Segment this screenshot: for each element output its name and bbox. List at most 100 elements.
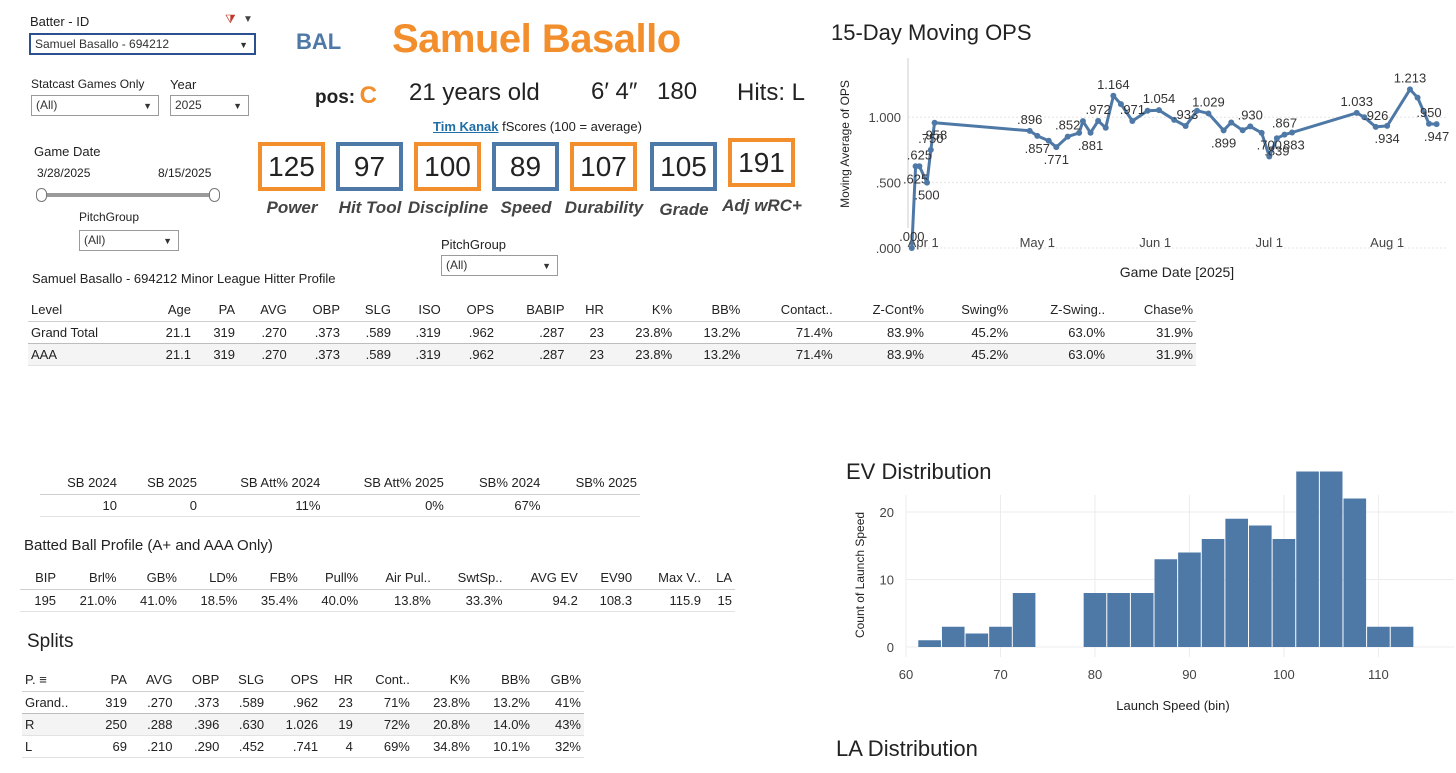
ops-point[interactable] bbox=[1102, 124, 1109, 131]
ops-point[interactable] bbox=[1045, 137, 1052, 144]
column-header[interactable]: EV90 bbox=[580, 567, 636, 590]
ops-point[interactable] bbox=[1220, 127, 1227, 134]
column-header[interactable]: OBP bbox=[175, 669, 223, 692]
column-header[interactable]: SB% 2025 bbox=[543, 472, 640, 495]
column-header[interactable]: AVG bbox=[238, 299, 290, 322]
ops-point[interactable] bbox=[1087, 129, 1094, 136]
ev-bar[interactable] bbox=[989, 626, 1012, 647]
column-header[interactable]: Z-Cont% bbox=[835, 299, 927, 322]
column-header[interactable]: Z-Swing.. bbox=[1011, 299, 1109, 322]
sort-icon[interactable]: ≡ bbox=[35, 672, 47, 688]
ops-point[interactable] bbox=[1205, 110, 1212, 117]
ops-point[interactable] bbox=[1182, 122, 1189, 129]
column-header[interactable]: SB 2024 bbox=[40, 472, 120, 495]
column-header[interactable]: P. ≡ bbox=[22, 669, 92, 692]
column-header[interactable]: OPS bbox=[443, 299, 498, 322]
column-header[interactable]: SLG bbox=[343, 299, 394, 322]
ev-bar[interactable] bbox=[1272, 539, 1296, 647]
column-header[interactable]: LA bbox=[704, 567, 735, 590]
ev-bar[interactable] bbox=[1296, 471, 1319, 648]
column-header[interactable]: BABIP bbox=[497, 299, 568, 322]
ops-point[interactable] bbox=[1034, 132, 1041, 139]
ops-point[interactable] bbox=[1079, 118, 1086, 125]
ops-point[interactable] bbox=[1361, 114, 1368, 121]
ops-point[interactable] bbox=[1266, 153, 1273, 160]
ev-bar[interactable] bbox=[1012, 593, 1036, 647]
ops-point[interactable] bbox=[1095, 117, 1102, 124]
ev-bar[interactable] bbox=[1178, 552, 1201, 648]
pitchgroup2-select[interactable]: (All) ▼ bbox=[441, 255, 558, 276]
ev-bar[interactable] bbox=[1319, 471, 1343, 648]
ops-point[interactable] bbox=[1273, 135, 1280, 142]
ops-point[interactable] bbox=[1117, 101, 1124, 108]
ops-point[interactable] bbox=[931, 119, 938, 126]
column-header[interactable]: ISO bbox=[393, 299, 444, 322]
column-header[interactable]: BIP bbox=[20, 567, 60, 590]
ops-point[interactable] bbox=[1247, 123, 1254, 130]
column-header[interactable]: Air Pul.. bbox=[361, 567, 434, 590]
ops-point[interactable] bbox=[1076, 129, 1083, 136]
column-header[interactable]: AVG EV bbox=[505, 567, 581, 590]
column-header[interactable]: SB Att% 2025 bbox=[323, 472, 447, 495]
ev-bar[interactable] bbox=[1225, 518, 1248, 647]
ops-point[interactable] bbox=[1064, 133, 1071, 140]
column-header[interactable]: Swing% bbox=[926, 299, 1012, 322]
column-header[interactable]: SwtSp.. bbox=[433, 567, 506, 590]
ev-bar[interactable] bbox=[1107, 593, 1130, 647]
column-header[interactable]: AVG bbox=[129, 669, 176, 692]
column-header[interactable]: K% bbox=[412, 669, 473, 692]
column-header[interactable]: BB% bbox=[675, 299, 744, 322]
ops-point[interactable] bbox=[927, 146, 934, 153]
column-header[interactable]: FB% bbox=[240, 567, 301, 590]
ops-point[interactable] bbox=[1129, 118, 1136, 125]
ops-point[interactable] bbox=[916, 163, 923, 170]
ev-bar[interactable] bbox=[1130, 593, 1154, 647]
ops-point[interactable] bbox=[1425, 120, 1432, 127]
column-header[interactable]: SLG bbox=[222, 669, 268, 692]
column-header[interactable]: SB% 2024 bbox=[446, 472, 544, 495]
author-link[interactable]: Tim Kanak bbox=[433, 119, 499, 134]
column-header[interactable]: HR bbox=[567, 299, 607, 322]
column-header[interactable]: GB% bbox=[119, 567, 180, 590]
ops-point[interactable] bbox=[1289, 129, 1296, 136]
column-header[interactable]: PA bbox=[193, 299, 239, 322]
column-header[interactable]: Age bbox=[144, 299, 194, 322]
column-header[interactable]: Cont.. bbox=[355, 669, 413, 692]
column-header[interactable]: Pull% bbox=[300, 567, 362, 590]
ev-bar[interactable] bbox=[1249, 525, 1272, 648]
column-header[interactable]: SB 2025 bbox=[119, 472, 200, 495]
ev-bar[interactable] bbox=[1154, 559, 1178, 647]
column-header[interactable]: Chase% bbox=[1108, 299, 1196, 322]
ops-point[interactable] bbox=[1414, 94, 1421, 101]
ops-point[interactable] bbox=[1281, 131, 1288, 138]
pitchgroup-select[interactable]: (All) ▼ bbox=[79, 230, 179, 251]
ops-point[interactable] bbox=[908, 245, 915, 251]
ops-point[interactable] bbox=[1406, 86, 1413, 93]
ops-point[interactable] bbox=[1026, 127, 1033, 134]
clear-filter-icon[interactable]: ⧩ bbox=[225, 12, 236, 26]
ops-point[interactable] bbox=[1384, 122, 1391, 129]
column-header[interactable]: SB Att% 2024 bbox=[199, 472, 324, 495]
column-header[interactable]: Brl% bbox=[59, 567, 120, 590]
ev-bar[interactable] bbox=[1390, 626, 1414, 647]
column-header[interactable]: PA bbox=[91, 669, 130, 692]
ops-point[interactable] bbox=[1053, 144, 1060, 151]
ops-point[interactable] bbox=[1353, 109, 1360, 116]
column-header[interactable]: OBP bbox=[289, 299, 343, 322]
ev-bar[interactable] bbox=[1343, 498, 1367, 648]
ops-point[interactable] bbox=[1194, 107, 1201, 114]
column-header[interactable]: Level bbox=[28, 299, 145, 322]
ev-bar[interactable] bbox=[1083, 593, 1107, 647]
statcast-select[interactable]: (All) ▼ bbox=[31, 95, 159, 116]
column-header[interactable]: Contact.. bbox=[743, 299, 836, 322]
filter-menu-icon[interactable]: ▼ bbox=[243, 14, 253, 25]
date-slider-end-handle[interactable] bbox=[209, 188, 220, 202]
ops-point[interactable] bbox=[924, 179, 931, 186]
ops-point[interactable] bbox=[1155, 107, 1162, 114]
date-slider-track[interactable] bbox=[40, 193, 218, 197]
year-select[interactable]: 2025 ▼ bbox=[170, 95, 249, 116]
ev-bar[interactable] bbox=[1201, 539, 1225, 647]
ops-point[interactable] bbox=[1433, 121, 1440, 128]
ops-point[interactable] bbox=[1144, 107, 1151, 114]
column-header[interactable]: HR bbox=[321, 669, 356, 692]
